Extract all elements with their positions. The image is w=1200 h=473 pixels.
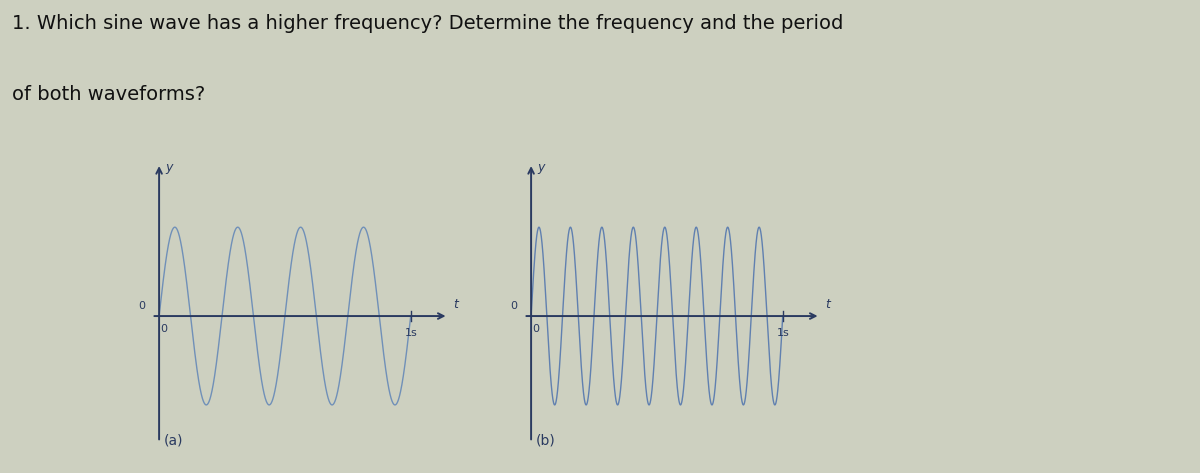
Text: 0: 0 <box>138 301 145 311</box>
Text: (a): (a) <box>164 434 184 448</box>
Text: y: y <box>538 160 545 174</box>
Text: t: t <box>454 298 458 311</box>
Text: 0: 0 <box>161 324 167 334</box>
Text: t: t <box>826 298 830 311</box>
Text: 0: 0 <box>510 301 517 311</box>
Text: (b): (b) <box>536 434 556 448</box>
Text: 1s: 1s <box>776 328 790 338</box>
Text: y: y <box>166 160 173 174</box>
Text: 1s: 1s <box>404 328 418 338</box>
Text: 1. Which sine wave has a higher frequency? Determine the frequency and the perio: 1. Which sine wave has a higher frequenc… <box>12 14 844 33</box>
Text: 0: 0 <box>533 324 539 334</box>
Text: of both waveforms?: of both waveforms? <box>12 85 205 104</box>
